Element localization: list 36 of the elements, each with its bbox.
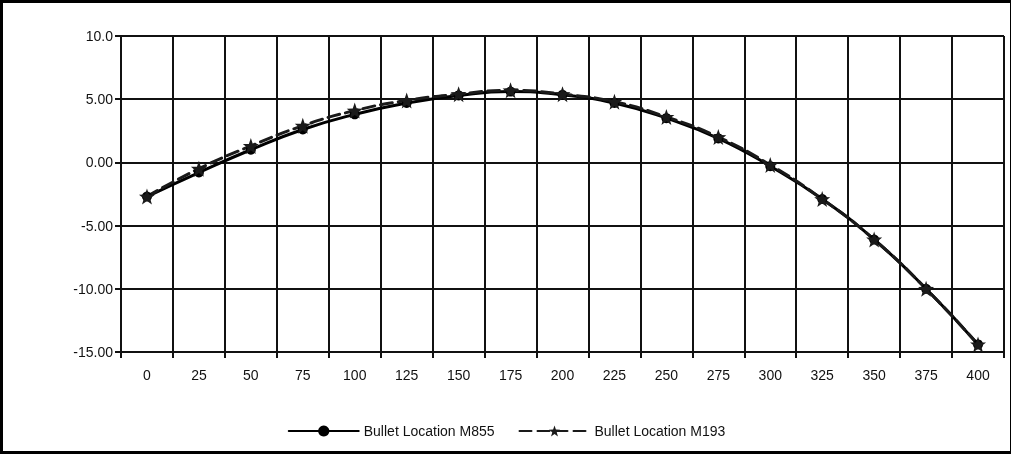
x-tick-label: 200 [550,367,575,383]
x-tick-label: 300 [758,367,783,383]
point [346,102,363,119]
x-tick-label: 375 [914,367,938,383]
point [242,137,259,154]
point [762,156,779,173]
legend-label: Bullet Location M855 [363,423,495,439]
x-tick-label: 150 [446,367,471,383]
y-tick-label: -10.00 [73,280,114,297]
point [398,92,415,109]
x-tick-label: 0 [143,367,152,383]
x-tick-label: 25 [191,367,207,383]
x-tick-label: 325 [810,367,835,383]
y-tick-label: 5.00 [85,91,114,108]
x-tick-label: 250 [654,367,679,383]
y-tick-label: 0.00 [85,154,114,171]
x-tick-label: 100 [343,367,367,383]
x-tick-label: 175 [498,367,523,383]
x-tick-label: 275 [706,367,731,383]
y-tick-label: -5.00 [81,217,114,234]
point [658,108,675,125]
legend-label: Bullet Location M193 [594,423,726,439]
point [294,117,311,134]
point [710,129,727,146]
point [190,160,207,177]
point [606,93,623,110]
x-tick-label: 50 [243,367,259,383]
x-tick-label: 225 [602,367,627,383]
x-tick-label: 400 [966,367,990,383]
point [502,82,519,99]
y-tick-label: -15.00 [73,344,114,360]
x-tick-label: 75 [295,367,311,383]
x-tick-label: 350 [862,367,887,383]
y-tick-label: 10.0 [85,28,114,44]
x-tick-label: 125 [395,367,419,383]
point [450,86,467,103]
